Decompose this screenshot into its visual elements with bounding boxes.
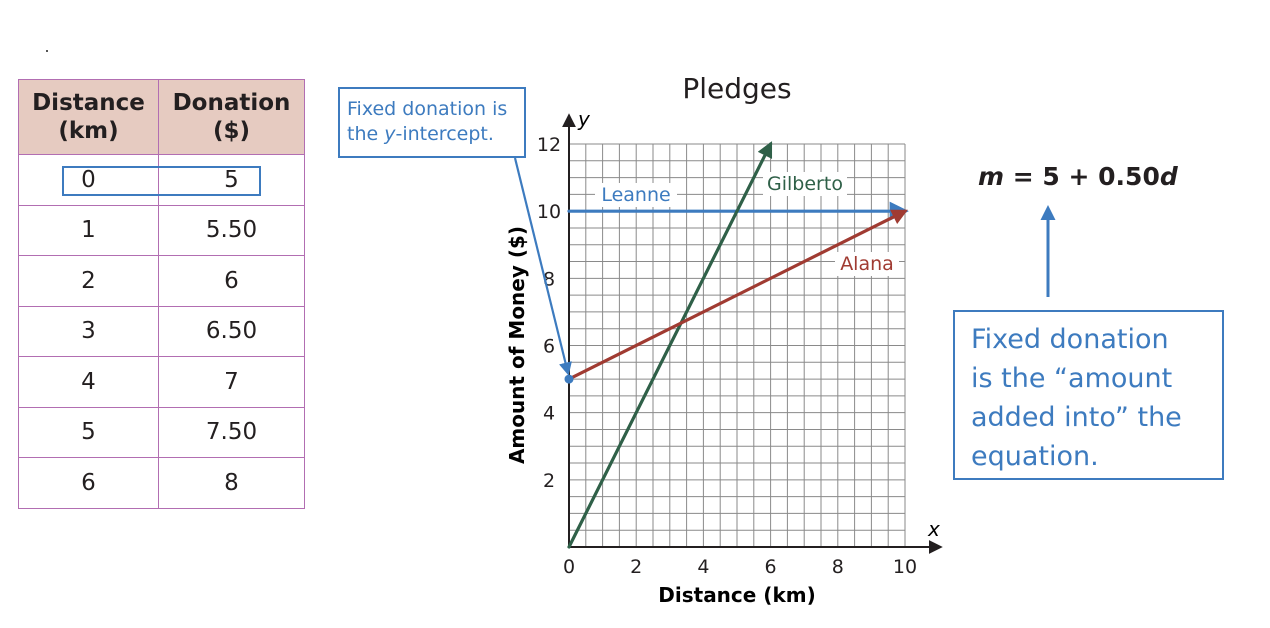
chart-axes	[562, 113, 943, 554]
y-tick-label: 6	[543, 336, 555, 358]
y-axis-letter: y	[577, 107, 591, 131]
table-row: 1 5.50	[18, 204, 305, 256]
callout-right-line4: equation.	[971, 441, 1099, 472]
callout-top-line1: Fixed donation is	[347, 98, 508, 120]
x-axis-letter: x	[927, 517, 940, 541]
cell-distance: 1	[18, 204, 159, 256]
chart-series	[564, 141, 909, 549]
cell-distance: 3	[18, 305, 159, 357]
fixed-donation-callout: Fixed donation is the “amount added into…	[953, 310, 1224, 480]
row-zero-highlight-box	[62, 166, 261, 196]
header-donation: Donation ($)	[158, 79, 305, 155]
equation: m = 5 + 0.50d	[978, 162, 1178, 191]
callout-top-suffix: -intercept.	[395, 123, 494, 145]
stray-dot	[46, 50, 48, 52]
series-line-alana	[567, 209, 908, 381]
callout-right-line2: is the “amount	[971, 363, 1173, 394]
series-label-leanne: Leanne	[601, 184, 670, 206]
callout-right-line3: added into” the	[971, 402, 1182, 433]
cell-donation: 7.50	[158, 406, 305, 458]
y-axis-label: Amount of Money ($)	[505, 226, 529, 464]
header-distance-line2: (km)	[58, 118, 119, 144]
equation-middle: = 5 + 0.50	[1004, 162, 1160, 191]
callout-top-var: y	[384, 123, 396, 145]
cell-donation: 6	[158, 255, 305, 307]
table-row: 5 7.50	[18, 406, 305, 458]
series-label-bg	[595, 183, 677, 207]
x-tick-label: 6	[765, 556, 777, 578]
x-tick-label: 4	[697, 556, 709, 578]
x-axis-label: Distance (km)	[658, 583, 815, 607]
callout-pointer-arrow	[513, 157, 572, 376]
cell-distance: 4	[18, 356, 159, 408]
cell-donation: 7	[158, 356, 305, 408]
chart-title: Pledges	[682, 72, 791, 105]
y-tick-label: 12	[537, 134, 561, 156]
callout-top-prefix: the	[347, 123, 385, 145]
cell-distance: 2	[18, 255, 159, 307]
table-row: 3 6.50	[18, 305, 305, 357]
callout-right-line1: Fixed donation	[971, 324, 1169, 355]
chart-series-labels: Leanne Gilberto Alana	[595, 172, 899, 276]
callout-top-line2: the y-intercept.	[347, 122, 524, 147]
series-label-alana: Alana	[840, 253, 894, 275]
header-distance-line1: Distance	[32, 90, 145, 116]
table-header-row: Distance (km) Donation ($)	[18, 79, 305, 155]
cell-donation: 8	[158, 457, 305, 509]
x-tick-label: 8	[832, 556, 844, 578]
series-label-bg	[835, 252, 899, 276]
header-donation-line2: ($)	[212, 118, 251, 144]
equation-var: d	[1159, 162, 1178, 191]
series-line-gilberto	[567, 141, 773, 549]
x-tick-label: 2	[630, 556, 642, 578]
cell-distance: 0	[18, 154, 159, 206]
y-tick-label: 10	[537, 201, 561, 223]
header-distance: Distance (km)	[18, 79, 159, 155]
series-label-bg	[763, 172, 847, 196]
x-tick-label: 0	[563, 556, 575, 578]
series-label-gilberto: Gilberto	[767, 173, 843, 195]
cell-donation: 5	[158, 154, 305, 206]
header-donation-line1: Donation	[172, 90, 291, 116]
y-tick-label: 4	[543, 403, 555, 425]
cell-distance: 6	[18, 457, 159, 509]
y-intercept-point	[564, 374, 574, 384]
cell-donation: 5.50	[158, 204, 305, 256]
y-tick-label: 2	[543, 470, 555, 492]
x-tick-label: 10	[893, 556, 917, 578]
y-intercept-callout: Fixed donation is the y-intercept.	[338, 87, 526, 158]
equation-lhs: m	[978, 162, 1005, 191]
